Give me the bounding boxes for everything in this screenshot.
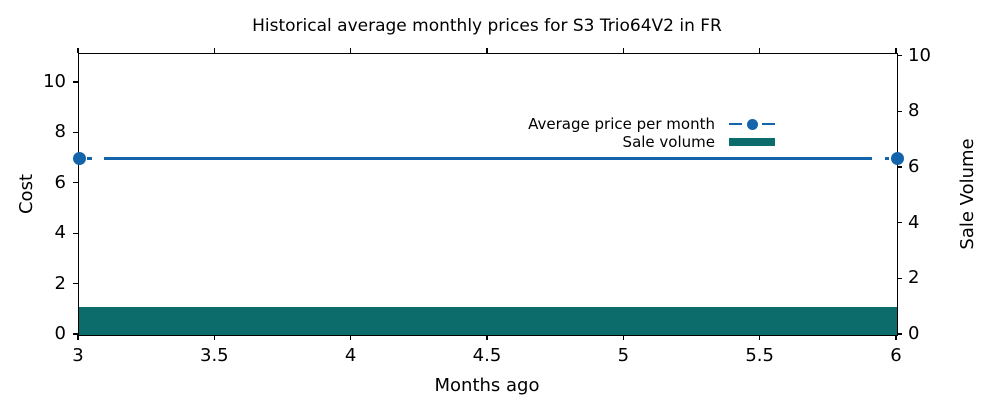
y-tick-right — [897, 277, 902, 279]
price-line-dash — [884, 157, 889, 160]
x-tick-bottom — [213, 335, 215, 340]
x-tick-top — [486, 48, 488, 53]
x-tick-label: 5 — [617, 345, 630, 366]
x-tick-bottom — [77, 335, 79, 340]
price-line — [104, 157, 872, 160]
legend-swatch-icon — [729, 138, 775, 146]
x-tick-label: 3 — [72, 345, 84, 366]
legend-dash-icon — [729, 122, 742, 126]
y-tick-label-right: 10 — [908, 44, 931, 66]
legend-label-price: Average price per month — [528, 115, 715, 133]
x-tick-top — [895, 48, 897, 53]
plot-area: Average price per month Sale volume — [72, 53, 904, 336]
y-tick-label-left: 4 — [54, 222, 66, 244]
y-tick-right — [897, 55, 902, 57]
x-tick-label: 4.5 — [472, 345, 502, 366]
y-tick-right — [897, 222, 902, 224]
x-tick-bottom — [622, 335, 624, 340]
y-tick-label-right: 2 — [908, 267, 920, 289]
y-tick-left — [73, 81, 78, 83]
legend-entry-volume: Sale volume — [528, 133, 775, 151]
y-tick-label-right: 4 — [908, 211, 920, 233]
x-tick-bottom — [759, 335, 761, 340]
y-tick-label-right: 0 — [908, 323, 920, 344]
y-tick-label-left: 2 — [54, 272, 66, 294]
y-tick-label-left: 6 — [54, 171, 66, 193]
legend-label-volume: Sale volume — [622, 133, 715, 151]
y-tick-right — [897, 333, 902, 335]
x-tick-bottom — [486, 335, 488, 340]
y-tick-right — [897, 110, 902, 112]
legend-dash-icon — [762, 122, 775, 126]
chart-title: Historical average monthly prices for S3… — [252, 16, 722, 36]
price-line-dash — [87, 157, 92, 160]
y-tick-right — [897, 166, 902, 168]
y-tick-label-right: 6 — [908, 156, 920, 178]
legend: Average price per month Sale volume — [528, 115, 775, 151]
y-tick-label-left: 0 — [54, 323, 66, 344]
legend-sample-price-line — [729, 118, 775, 130]
x-tick-bottom — [350, 335, 352, 340]
x-tick-label: 6 — [890, 345, 902, 366]
y-tick-left — [73, 333, 78, 335]
legend-entry-price: Average price per month — [528, 115, 775, 133]
y-tick-label-left: 10 — [43, 70, 66, 92]
x-axis-label: Months ago — [434, 375, 540, 396]
x-tick-label: 4 — [344, 345, 357, 366]
sale-volume-bar — [79, 307, 897, 335]
x-tick-bottom — [895, 335, 897, 340]
x-tick-top — [213, 48, 215, 53]
legend-circle-marker-icon — [746, 118, 758, 130]
x-tick-top — [350, 48, 352, 53]
x-tick-top — [622, 48, 624, 53]
y-tick-label-right: 8 — [908, 100, 920, 122]
y-tick-left — [73, 182, 78, 184]
y-tick-left — [73, 232, 78, 234]
x-tick-label: 3.5 — [200, 345, 229, 366]
price-marker-right — [890, 152, 904, 166]
y-axis-label-right: Sale Volume — [957, 138, 978, 250]
y-tick-left — [73, 282, 78, 285]
price-marker-left — [72, 152, 86, 166]
y-tick-label-left: 8 — [54, 121, 66, 143]
x-tick-top — [759, 48, 761, 53]
x-tick-label: 5.5 — [745, 345, 774, 366]
x-tick-top — [77, 48, 79, 53]
y-tick-left — [73, 131, 78, 133]
